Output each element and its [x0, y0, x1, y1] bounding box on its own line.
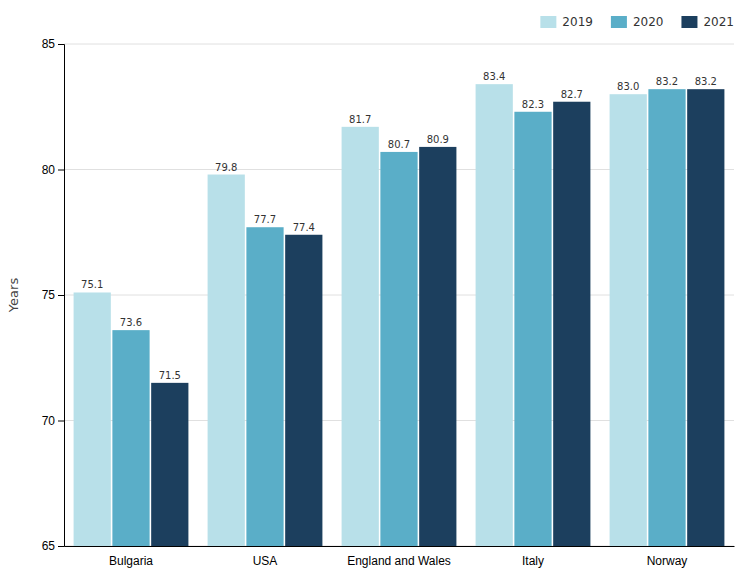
y-tick-label: 80	[42, 163, 56, 177]
y-tick-mark	[58, 421, 64, 422]
bar	[648, 89, 685, 546]
y-tick-mark	[58, 44, 64, 45]
data-label: 81.7	[349, 114, 371, 125]
bar-series	[151, 89, 724, 546]
x-tick: Norway	[647, 554, 688, 568]
x-tick: England and Wales	[347, 554, 451, 568]
bar	[514, 112, 551, 546]
bar	[342, 127, 379, 546]
x-tick: USA	[253, 554, 278, 568]
y-tick: 80	[42, 163, 64, 177]
data-label: 77.7	[254, 214, 276, 225]
grid-line	[64, 44, 734, 45]
y-tick-label: 65	[42, 539, 56, 553]
y-tick-mark	[58, 295, 64, 296]
bar	[151, 383, 188, 546]
data-labels: 75.1 79.8 81.7 83.4 83.0 73.6 77.7 80.7 82.3 83.2…	[81, 71, 717, 381]
legend-label: 2021	[703, 15, 734, 29]
bar	[246, 227, 283, 546]
data-label: 82.7	[561, 89, 583, 100]
bar	[419, 147, 456, 546]
bar-series	[112, 89, 685, 546]
bar	[687, 89, 724, 546]
legend-item: 2021	[681, 15, 734, 29]
x-tick: Italy	[522, 554, 544, 568]
bar	[285, 235, 322, 546]
bar	[380, 152, 417, 546]
y-axis: 65 70 75 80 85	[42, 37, 65, 553]
chart: 75.1 79.8 81.7 83.4 83.0 73.6 77.7 80.7 82.3 83.2…	[0, 0, 754, 586]
bars	[74, 84, 725, 546]
y-tick: 65	[42, 539, 64, 553]
legend-label: 2019	[562, 15, 593, 29]
legend-swatch	[540, 16, 556, 28]
x-tick-label: England and Wales	[347, 554, 451, 568]
legend-label: 2020	[633, 15, 664, 29]
y-tick: 70	[42, 414, 64, 428]
bar	[476, 84, 513, 546]
data-label: 83.2	[656, 76, 678, 87]
data-label: 82.3	[522, 99, 544, 110]
data-label: 83.0	[617, 81, 639, 92]
grid	[64, 44, 734, 546]
bar	[208, 175, 245, 546]
x-axis: Bulgaria USA England and Wales Italy Norway	[65, 547, 735, 568]
data-label: 80.7	[388, 139, 410, 150]
legend-item: 2020	[611, 15, 664, 29]
y-axis-title: Years	[6, 278, 21, 314]
legend-swatch	[611, 16, 627, 28]
bar-series	[74, 84, 647, 546]
data-label: 77.4	[293, 222, 315, 233]
bar	[553, 102, 590, 546]
data-label: 73.6	[120, 317, 142, 328]
x-tick: Bulgaria	[109, 554, 153, 568]
legend-item: 2019	[540, 15, 593, 29]
x-tick-label: Norway	[647, 554, 688, 568]
data-label: 80.9	[427, 134, 449, 145]
x-tick-label: USA	[253, 554, 278, 568]
y-tick-mark	[58, 170, 64, 171]
y-tick-label: 70	[42, 414, 56, 428]
y-tick-label: 85	[42, 37, 56, 51]
data-label: 79.8	[215, 162, 237, 173]
bar	[112, 330, 149, 546]
legend-swatch	[681, 16, 697, 28]
y-tick-mark	[58, 546, 64, 547]
y-tick-label: 75	[42, 288, 56, 302]
legend: 2019 2020 2021	[540, 15, 734, 29]
x-axis-line	[65, 546, 735, 547]
y-tick: 85	[42, 37, 64, 51]
data-label: 83.4	[483, 71, 505, 82]
x-tick-label: Bulgaria	[109, 554, 153, 568]
plot: 75.1 79.8 81.7 83.4 83.0 73.6 77.7 80.7 82.3 83.2…	[42, 37, 735, 567]
bar	[74, 292, 111, 546]
y-axis-line	[58, 45, 65, 547]
data-label: 83.2	[695, 76, 717, 87]
y-tick: 75	[42, 288, 64, 302]
x-tick-label: Italy	[522, 554, 544, 568]
bar	[610, 94, 647, 546]
data-label: 71.5	[159, 370, 181, 381]
data-label: 75.1	[81, 279, 103, 290]
